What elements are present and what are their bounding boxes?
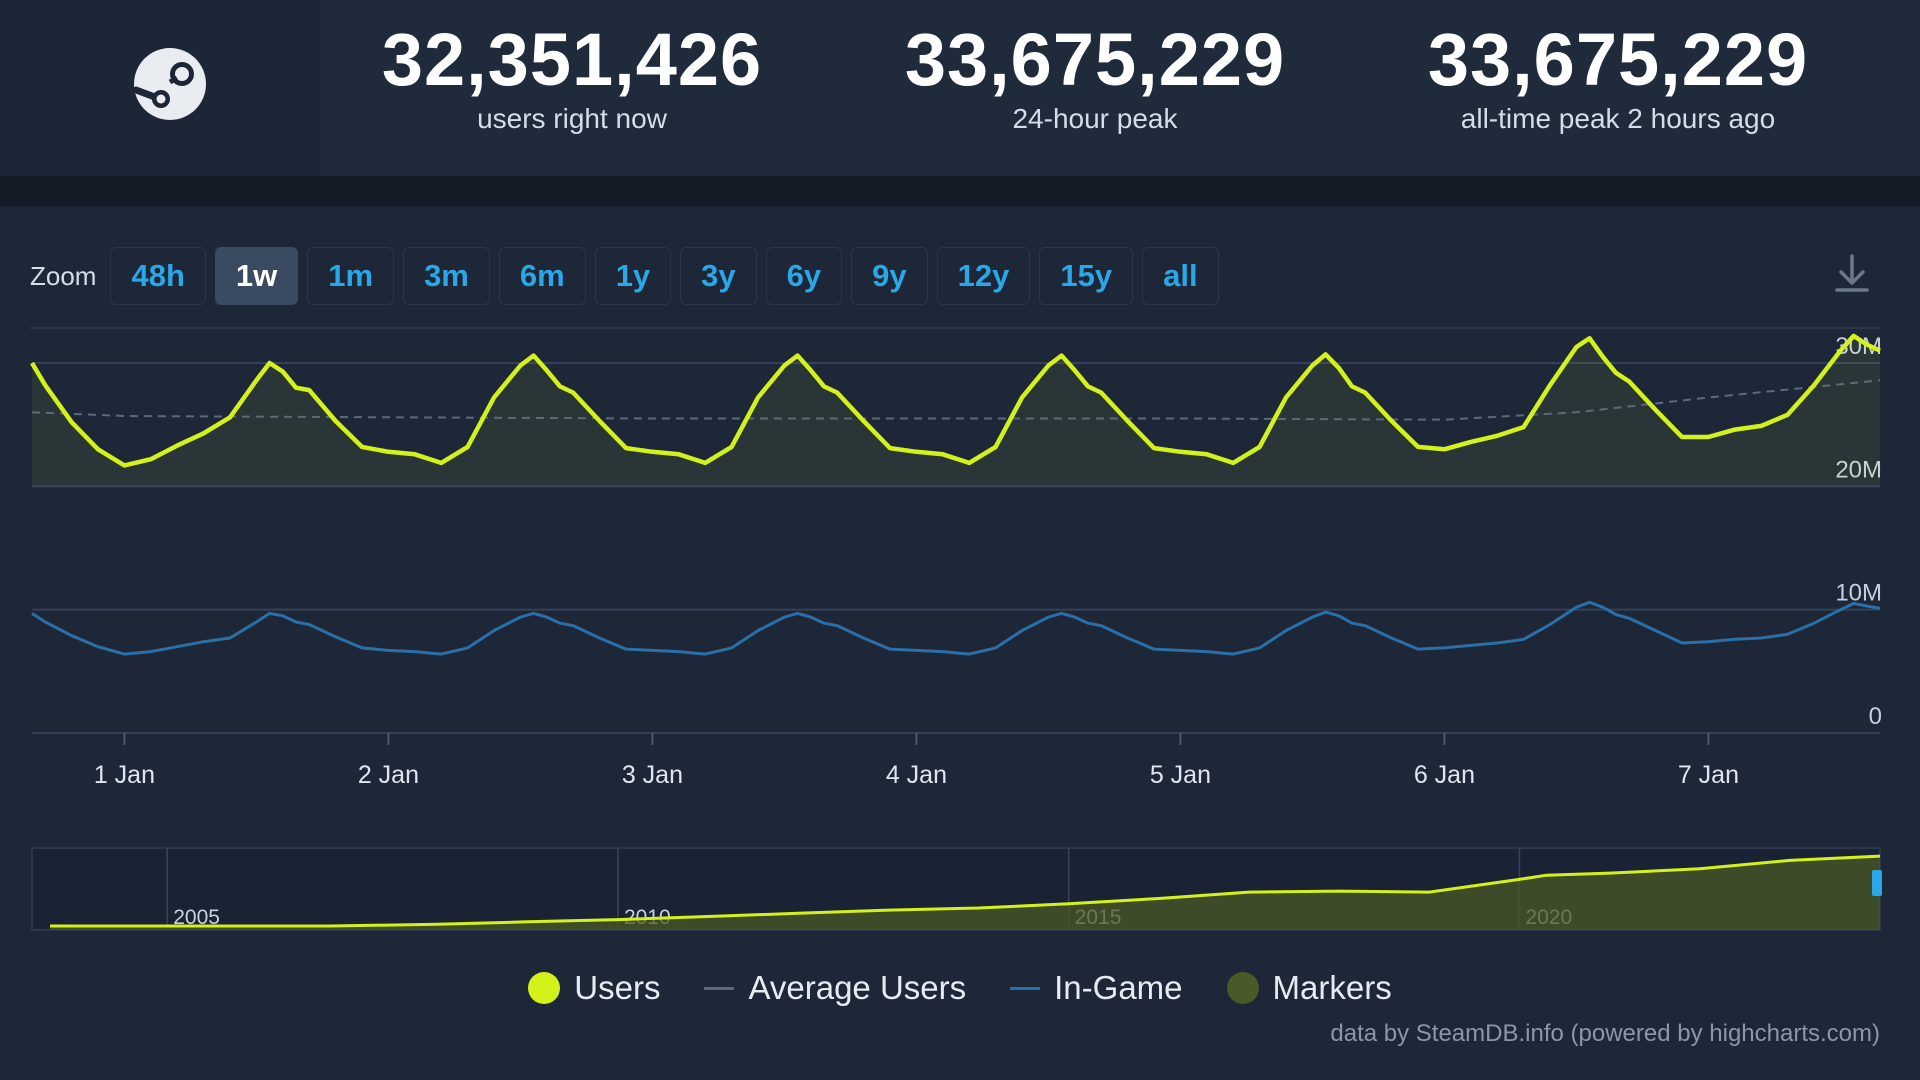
x-tick-label: 6 Jan [1414,761,1475,789]
chart-credits[interactable]: data by SteamDB.info (powered by highcha… [1330,1020,1880,1047]
x-tick-label: 3 Jan [622,761,683,789]
stat-value: 32,351,426 [381,18,763,101]
legend-dot-icon [1226,972,1259,1004]
zoom-button-all[interactable]: all [1142,247,1219,305]
zoom-button-12y[interactable]: 12y [936,247,1031,305]
zoom-bar: Zoom 48h 1w 1m 3m 6m 1y 3y 6y 9y 12y 15y all [30,246,1228,306]
legend-line-icon [1010,986,1041,990]
stats-header: 32,351,426 users right now 33,675,229 24… [0,0,1920,176]
zoom-button-48h[interactable]: 48h [110,247,206,305]
series-in-game [31,600,1881,656]
x-tick-label: 1 Jan [94,761,155,789]
legend-dot-icon [528,972,561,1004]
zoom-label: Zoom [30,260,97,291]
legend-item-markers[interactable]: Markers [1226,969,1392,1007]
download-icon[interactable] [1832,250,1872,298]
legend-label: In-Game [1054,969,1183,1006]
legend-label: Users [574,969,661,1006]
legend-item-average-users[interactable]: Average Users [704,969,966,1007]
legend-label: Markers [1272,969,1392,1006]
chart-panel: 0 10M 20M 30M 1 Jan 2 Jan 3 Jan 4 Jan 5 Jan 6 Jan… [0,206,1920,1080]
legend-item-in-game[interactable]: In-Game [1010,969,1183,1007]
series-average-users [31,379,1881,421]
zoom-button-3m[interactable]: 3m [403,247,490,305]
zoom-button-15y[interactable]: 15y [1039,247,1134,305]
navigator-line [50,854,1881,928]
navigator-area [50,856,1880,930]
x-tick-label: 2 Jan [358,761,419,789]
zoom-button-9y[interactable]: 9y [851,247,928,305]
zoom-button-3y[interactable]: 3y [680,247,757,305]
zoom-button-1y[interactable]: 1y [594,247,672,305]
stat-all-time-peak: 33,675,229 all-time peak 2 hours ago [1358,18,1878,136]
x-tick-label: 4 Jan [886,761,947,789]
x-tick-label: 7 Jan [1678,761,1739,789]
zoom-button-6m[interactable]: 6m [498,247,586,305]
legend-label: Average Users [748,969,967,1006]
stat-label: 24-hour peak [1012,103,1178,134]
series-users [30,333,1881,468]
chart-legend: Users Average Users In-Game Markers [0,960,1920,1016]
y-tick-label: 10M [1835,580,1882,607]
stat-value: 33,675,229 [1427,18,1809,101]
legend-line-icon [704,986,735,990]
zoom-button-1w[interactable]: 1w [214,247,299,305]
stat-value: 33,675,229 [904,18,1286,101]
y-tick-label: 0 [1869,703,1882,730]
stat-users-now: 32,351,426 users right now [312,18,832,136]
navigator-tick-label: 2005 [173,906,220,929]
navigator-handle [1872,870,1882,896]
stat-label: all-time peak 2 hours ago [1460,103,1776,134]
zoom-buttons: 48h 1w 1m 3m 6m 1y 3y 6y 9y 12y 15y all [110,247,1227,305]
steam-logo-icon[interactable] [130,44,210,124]
x-tick-label: 5 Jan [1150,761,1211,789]
stat-label: users right now [477,103,667,134]
stat-24h-peak: 33,675,229 24-hour peak [835,18,1355,136]
zoom-button-6y[interactable]: 6y [765,247,843,305]
logo-cell [0,0,320,176]
legend-item-users[interactable]: Users [528,969,660,1007]
zoom-button-1m[interactable]: 1m [307,247,395,305]
section-divider [0,176,1920,206]
y-tick-label: 20M [1835,456,1882,483]
